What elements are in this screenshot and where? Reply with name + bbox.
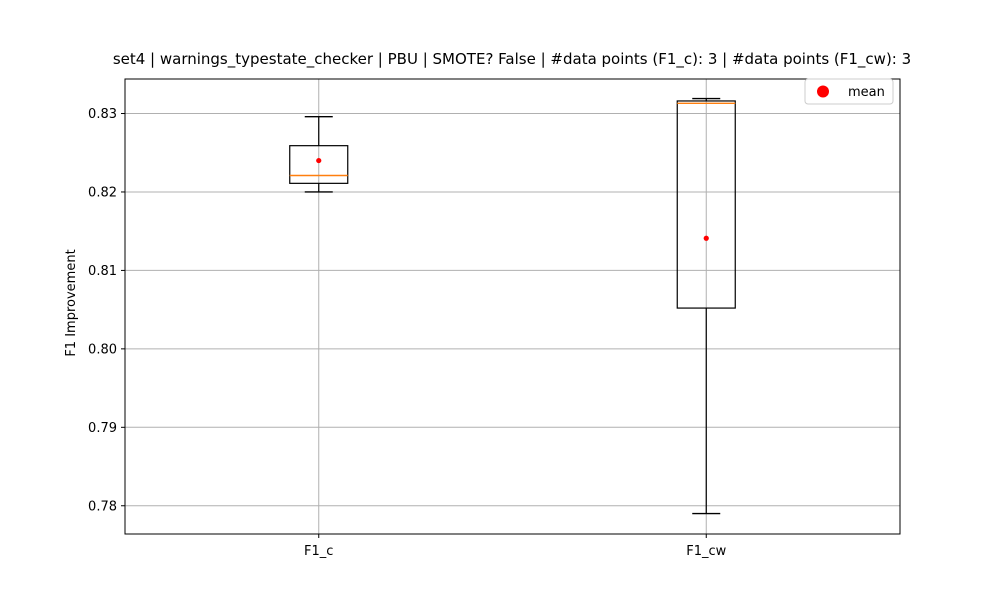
mean-marker (316, 157, 322, 164)
x-tick-label: F1_cw (686, 544, 726, 559)
y-tick-label: 0.81 (88, 264, 117, 279)
mean-marker (703, 235, 709, 241)
y-tick-label: 0.82 (88, 185, 117, 200)
chart-title: set4 | warnings_typestate_checker | PBU … (113, 50, 911, 69)
iqr-box (676, 100, 736, 309)
y-tick-label: 0.83 (88, 107, 117, 122)
box-layer (289, 97, 736, 515)
axis-layer: 0.78 0.79 0.80 0.81 0.82 0.83 F1_c F1_cw (88, 78, 901, 559)
legend-marker-mean (817, 85, 829, 98)
legend-frame (804, 78, 894, 105)
box-F1_cw (676, 97, 736, 515)
chart-legend: mean (804, 78, 894, 105)
y-tick-label: 0.78 (88, 499, 117, 514)
y-tick-label: 0.80 (88, 342, 117, 357)
box-F1_c (289, 115, 349, 193)
y-tick-label: 0.79 (88, 421, 117, 436)
x-tick-label: F1_c (304, 544, 333, 559)
legend-label-mean: mean (848, 85, 885, 100)
grid-layer (125, 79, 900, 534)
plot-frame (124, 78, 901, 535)
iqr-box (289, 145, 349, 184)
y-axis-label: F1 Improvement (64, 249, 79, 356)
